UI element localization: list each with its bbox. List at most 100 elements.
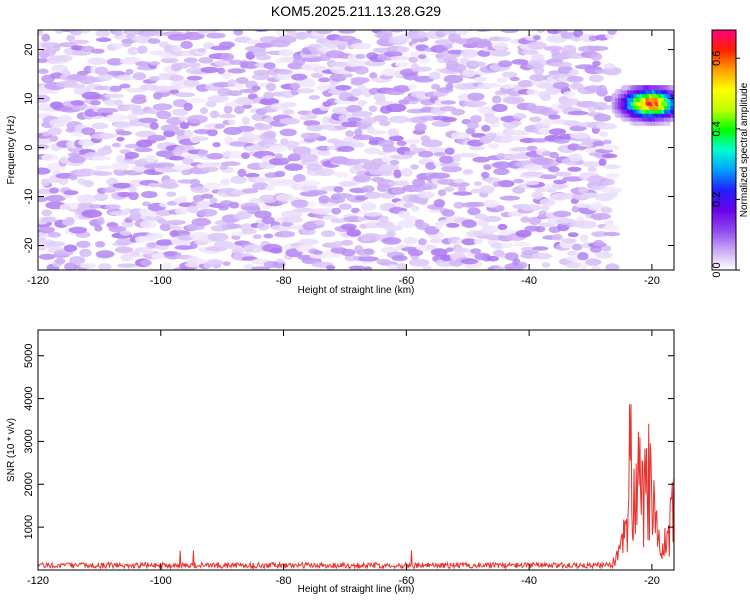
spectrogram-cell <box>95 30 110 37</box>
spectrogram-cell <box>94 225 103 232</box>
spectrogram-cell <box>197 149 208 158</box>
spectrogram-cell <box>390 154 413 160</box>
spectrogram-cell <box>284 163 304 171</box>
spectrogram-cell <box>293 173 306 183</box>
spectrogram-cell <box>152 103 173 111</box>
spectrogram-cell <box>274 170 286 178</box>
spectrogram-signal-cell <box>663 120 671 126</box>
spectrogram-cell <box>481 124 491 132</box>
spectrogram-cell <box>233 30 244 36</box>
spectrogram-cell <box>352 134 373 141</box>
spectrogram-cell <box>539 198 556 207</box>
spectrogram-cell <box>105 113 127 123</box>
spectrogram-cell <box>95 241 106 248</box>
spectrogram-cell <box>187 205 199 214</box>
spectrogram-cell <box>174 129 187 136</box>
spectrogram-cell <box>466 121 479 130</box>
spectrogram-cell <box>357 60 366 66</box>
spectrogram-cell <box>603 95 614 103</box>
spectrogram-cell <box>376 258 391 266</box>
spectrogram-cell <box>528 58 548 67</box>
spectrogram-cell <box>353 158 371 164</box>
spectrogram-cell <box>287 153 302 162</box>
spectrogram-cell <box>414 123 427 132</box>
snr-x-tick-label: -100 <box>150 575 172 587</box>
spectrogram-cell <box>222 150 244 159</box>
spectrogram-cell <box>220 178 231 186</box>
spectrogram-cell <box>307 200 316 208</box>
spectrogram-cell <box>241 116 250 125</box>
spectrogram-cell <box>578 186 589 194</box>
spectrogram-cell <box>201 30 217 34</box>
spectrogram-cell <box>566 75 584 83</box>
spectrogram-cell <box>549 151 559 159</box>
spectrogram-cell <box>108 225 127 233</box>
spectrogram-cell <box>134 147 153 153</box>
spectrogram-cell <box>95 66 109 76</box>
spectrogram-cell <box>219 164 229 170</box>
spectrogram-cell <box>378 139 395 148</box>
spectrogram-cell <box>72 39 90 44</box>
snr-x-tick-label: -80 <box>276 575 292 587</box>
spectrogram-cell <box>137 45 148 54</box>
spectrogram-cell <box>308 95 321 100</box>
spectrogram-cell <box>124 151 140 159</box>
spectrogram-cell <box>560 238 577 244</box>
spectrogram-cell <box>563 98 581 106</box>
spectrogram-cell <box>205 100 217 108</box>
spectrogram-cell <box>396 46 410 53</box>
spectrogram-cell <box>243 244 265 253</box>
spectrogram-cell <box>483 164 492 171</box>
snr-y-tick-label: 1000 <box>23 515 35 539</box>
spectrogram-cell <box>178 115 187 122</box>
spectrogram-cell <box>437 189 447 197</box>
spectrogram-cell <box>453 201 465 209</box>
spectrogram-cell <box>190 186 210 193</box>
spectrogram-cell <box>104 99 117 106</box>
spectrogram-cell <box>337 146 355 152</box>
spectrogram-cell <box>417 238 427 246</box>
spectrogram-cell <box>315 168 335 177</box>
spectrogram-cell <box>588 74 604 83</box>
spectrogram-cell <box>484 115 500 124</box>
spectrogram-cell <box>236 125 255 132</box>
spectrogram-cell <box>585 258 602 266</box>
spectrogram-cell <box>104 204 121 210</box>
spectrogram-cell <box>348 265 366 270</box>
spectrogram-cell <box>543 45 564 52</box>
spectrogram-cell <box>115 238 134 246</box>
spectrogram-cell <box>512 113 527 120</box>
spectrogram-cell <box>116 154 125 164</box>
spectrogram-cell <box>440 100 456 105</box>
spectrogram-cell <box>263 233 274 239</box>
spectrogram-cell <box>38 167 51 175</box>
spectrogram-cell <box>220 52 235 61</box>
spectrogram-cell <box>41 33 51 42</box>
spectrogram-signal-cell <box>669 85 674 91</box>
spectrogram-cell <box>192 136 209 141</box>
spectrogram-cell <box>137 30 159 37</box>
spectrogram-cell <box>462 68 476 78</box>
spectrogram-cell <box>131 35 153 44</box>
spectrogram-cell <box>600 144 621 151</box>
spectrogram-cell <box>547 30 562 35</box>
spectrogram-cell <box>378 215 390 223</box>
spectrogram-cell <box>291 73 308 81</box>
spectrogram-cell <box>338 180 360 186</box>
spectrogram-cell <box>177 195 188 202</box>
spectrogram-cell <box>265 184 275 191</box>
spectrogram-cell <box>387 128 400 137</box>
spectrogram-cell <box>569 153 583 162</box>
spectrogram-cell <box>474 101 488 106</box>
spectrogram-cell <box>408 258 430 267</box>
spectrogram-cell <box>482 82 502 88</box>
spectrogram-cell <box>130 251 140 257</box>
spectrogram-cell <box>529 116 542 123</box>
spectrogram-cell <box>138 117 158 124</box>
snr-x-tick-label: -120 <box>27 575 49 587</box>
spectrogram-cell <box>55 54 73 62</box>
spectrogram-cell <box>98 133 118 139</box>
spectrogram-cell <box>529 156 550 164</box>
spectrogram-cell <box>361 116 377 125</box>
